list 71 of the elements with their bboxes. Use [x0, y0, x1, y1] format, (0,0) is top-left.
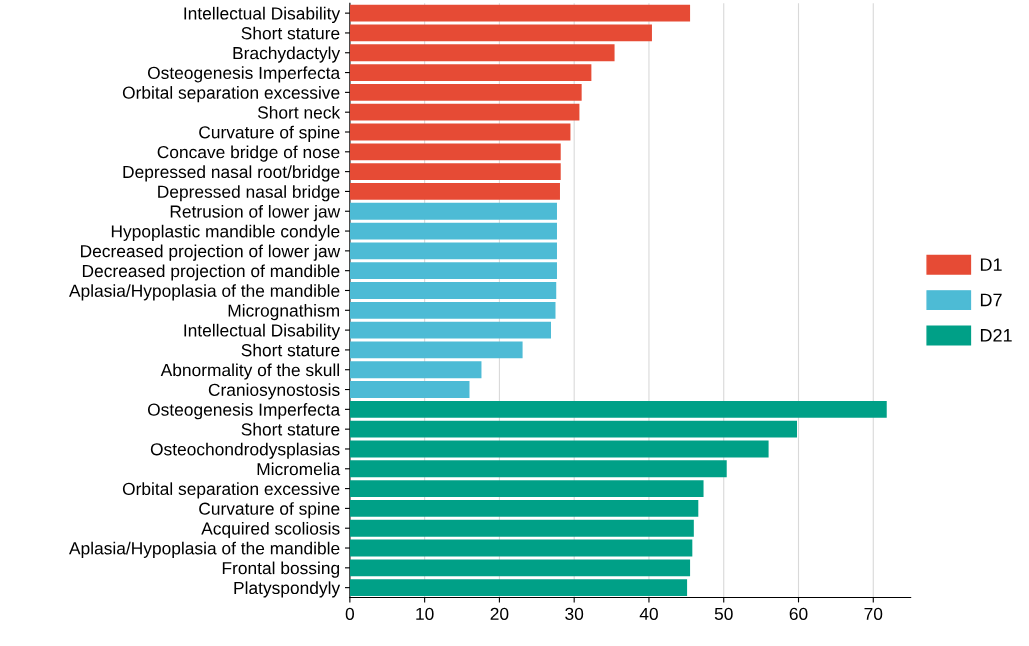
bar: [349, 480, 704, 498]
y-tick-label: Frontal bossing: [222, 561, 340, 578]
y-tick-label: Osteogenesis Imperfecta: [147, 66, 341, 83]
bar: [349, 381, 470, 398]
x-tick-label: 20: [490, 607, 509, 621]
legend-label: D1: [980, 258, 1002, 271]
y-tick-label: Short neck: [257, 105, 341, 119]
x-tick-label: 60: [789, 607, 808, 621]
y-tick-label: Platyspondyly: [234, 581, 341, 598]
y-tick-label: Hypoplastic mandible condyle: [111, 224, 340, 241]
bar: [349, 539, 693, 557]
x-tick-label: 50: [714, 607, 733, 621]
y-tick-label: Concave bridge of nose: [157, 145, 340, 162]
x-tick-label: 30: [565, 607, 584, 621]
x-tick-label: 10: [416, 607, 434, 621]
bar: [349, 420, 798, 438]
bar: [349, 321, 551, 339]
bar: [349, 262, 557, 280]
y-tick-label: Craniosynostosis: [208, 383, 340, 400]
y-tick-label: Retrusion of lower jaw: [170, 204, 341, 222]
y-tick-label: Curvature of spine: [199, 125, 340, 142]
y-tick-label: Short stature: [241, 343, 340, 357]
x-tick-label: 40: [639, 607, 658, 621]
bar: [349, 64, 592, 81]
bar: [349, 24, 652, 42]
bar: [349, 4, 691, 22]
bar: [349, 400, 887, 418]
bar: [349, 341, 523, 359]
bar: [349, 301, 556, 319]
y-tick-label: Micrognathism: [228, 304, 339, 321]
y-tick-label: Depressed nasal bridge: [158, 185, 340, 202]
bar: [349, 103, 580, 121]
bar: [349, 579, 688, 597]
y-tick-label: Osteochondrodysplasias: [150, 442, 340, 459]
bar: [349, 163, 561, 181]
x-tick-label: 70: [864, 607, 883, 621]
y-tick-label: Micromelia: [257, 462, 341, 476]
y-tick-label: Intellectual Disability: [184, 6, 341, 24]
bar: [349, 242, 557, 260]
y-tick-label: Orbital separation excessive: [122, 482, 340, 499]
bar: [349, 222, 557, 240]
x-tick-label: 0: [345, 607, 355, 621]
y-tick-label: Brachydactyly: [233, 46, 341, 63]
bar: [349, 499, 699, 517]
bar: [349, 282, 557, 299]
y-tick-label: Osteogenesis Imperfecta: [147, 403, 341, 420]
y-tick-label: Curvature of spine: [199, 502, 340, 519]
bar: [349, 44, 615, 62]
bar: [349, 143, 561, 161]
y-tick-label: Depressed nasal root/bridge: [123, 165, 340, 182]
legend-label: D7: [980, 293, 1002, 307]
legend-label: D21: [980, 328, 1012, 342]
y-tick-label: Short stature: [241, 26, 340, 40]
bar: [349, 83, 582, 101]
y-tick-label: Abnormality of the skull: [160, 363, 339, 380]
y-tick-label: Aplasia/Hypoplasia of the mandible: [69, 284, 340, 301]
y-tick-label: Short stature: [241, 422, 340, 436]
y-tick-label: Decreased projection of mandible: [82, 264, 340, 281]
y-tick-label: Intellectual Disability: [184, 323, 341, 340]
bar: [349, 183, 560, 200]
bar: [349, 559, 691, 577]
y-tick-label: Acquired scoliosis: [201, 521, 340, 539]
y-tick-label: Orbital separation excessive: [122, 86, 340, 103]
bar: [349, 361, 482, 379]
bar: [349, 519, 694, 537]
bar: [349, 460, 727, 478]
y-tick-label: Aplasia/Hypoplasia of the mandible: [69, 541, 340, 558]
bar: [349, 123, 571, 141]
bar: [349, 440, 769, 458]
bar: [349, 202, 557, 220]
y-tick-label: Decreased projection of lower jaw: [81, 244, 341, 261]
